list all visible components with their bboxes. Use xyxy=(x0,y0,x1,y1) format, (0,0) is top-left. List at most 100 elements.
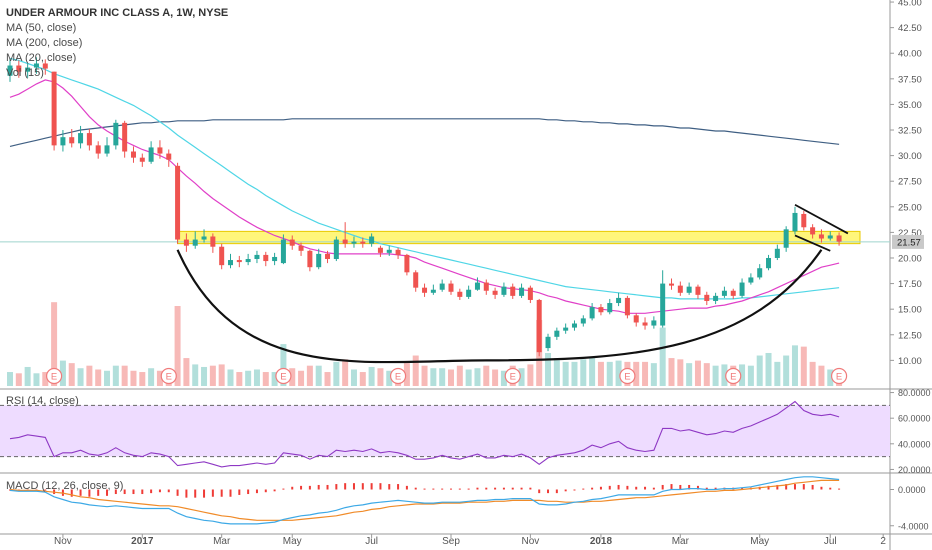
volume-bar xyxy=(245,370,252,386)
earnings-marker[interactable]: E xyxy=(389,367,407,385)
candle-body xyxy=(16,65,22,72)
earnings-marker[interactable]: E xyxy=(725,367,742,385)
candle xyxy=(7,58,13,82)
candle-body xyxy=(607,303,613,313)
volume-bar xyxy=(633,361,640,386)
candle-body xyxy=(342,239,348,244)
earnings-marker[interactable]: E xyxy=(160,367,177,385)
candle xyxy=(669,278,674,290)
macd-histogram-bar xyxy=(264,489,267,493)
volume-bar xyxy=(289,368,296,386)
volume-bar xyxy=(747,365,754,386)
legend-ma200[interactable]: MA (200, close) xyxy=(6,37,83,49)
earnings-circle xyxy=(504,367,521,385)
candle xyxy=(580,315,586,327)
volume-bar xyxy=(492,369,499,386)
candle xyxy=(836,232,842,246)
legend-ma50[interactable]: MA (50, close) xyxy=(6,22,77,34)
volume-bar xyxy=(42,372,49,386)
macd-histogram-bar xyxy=(441,488,444,490)
macd-histogram-bar xyxy=(555,489,558,494)
candle xyxy=(236,255,242,268)
candle xyxy=(766,254,772,271)
macd-histogram-bar xyxy=(238,489,241,495)
volume-bar xyxy=(342,359,349,386)
candle xyxy=(307,249,313,272)
candle xyxy=(69,128,75,148)
candle-body xyxy=(571,323,577,328)
volume-bar xyxy=(580,359,587,386)
legend-ma20[interactable]: MA (20, close) xyxy=(6,52,77,64)
macd-tick-label: 0.0000 xyxy=(898,485,926,495)
legend-volume[interactable]: Vol (15) xyxy=(6,67,44,79)
candle-body xyxy=(219,246,225,266)
candle-body xyxy=(254,254,260,260)
earnings-circle xyxy=(275,367,292,385)
candle-body xyxy=(183,239,189,246)
candle-body xyxy=(563,327,569,331)
candle xyxy=(175,162,181,244)
volume-bar xyxy=(236,372,243,386)
volume-bar xyxy=(68,363,75,386)
price-tick-label: 22.50 xyxy=(898,228,922,239)
candle xyxy=(86,128,92,151)
volume-bar xyxy=(403,363,410,386)
candle xyxy=(245,253,251,266)
volume-bar xyxy=(192,364,199,386)
macd-histogram-bar xyxy=(361,483,364,490)
earnings-marker[interactable]: E xyxy=(830,367,848,385)
price-tick-label: 27.50 xyxy=(898,177,922,188)
ma200-line xyxy=(9,118,840,147)
candle-body xyxy=(272,256,278,262)
candle-body xyxy=(457,291,463,297)
macd-histogram-bar xyxy=(414,487,417,490)
volume-bar xyxy=(33,373,40,386)
candle xyxy=(201,229,207,243)
price-tick-label: 10.00 xyxy=(898,356,922,367)
volume-bar xyxy=(24,366,31,386)
rsi-pane-label[interactable]: RSI (14, close) xyxy=(6,395,79,407)
candle-body xyxy=(325,253,331,260)
volume-bar xyxy=(545,352,552,386)
macd-histogram-bar xyxy=(211,489,214,497)
candle-body xyxy=(686,286,692,293)
earnings-circle xyxy=(830,367,848,385)
candle-body xyxy=(157,147,163,154)
candle xyxy=(448,280,454,295)
volume-bar xyxy=(183,358,190,386)
macd-histogram-bar xyxy=(635,486,638,490)
candle xyxy=(519,283,525,298)
candle xyxy=(527,285,533,304)
macd-histogram-bar xyxy=(661,484,664,490)
macd-pane-label[interactable]: MACD (12, 26, close, 9) xyxy=(6,480,124,492)
candle xyxy=(757,264,763,280)
earnings-marker[interactable]: E xyxy=(275,367,292,385)
macd-histogram-bar xyxy=(644,486,647,490)
candle xyxy=(651,316,657,329)
candle-body xyxy=(633,315,639,323)
candle xyxy=(42,59,48,75)
earnings-marker[interactable]: E xyxy=(619,367,636,385)
volume-bar xyxy=(597,361,604,386)
earnings-marker[interactable]: E xyxy=(504,367,521,385)
candle xyxy=(721,286,727,298)
earnings-marker[interactable]: E xyxy=(45,367,63,385)
candle xyxy=(457,288,463,300)
candle-body xyxy=(42,63,48,69)
macd-histogram-bar xyxy=(564,489,567,492)
candle-body xyxy=(739,282,745,296)
macd-histogram-bar xyxy=(714,487,717,490)
candle xyxy=(280,234,286,265)
volume-bar xyxy=(377,368,384,386)
candle xyxy=(104,137,110,157)
candle-body xyxy=(175,165,181,240)
candle-body xyxy=(766,257,772,269)
candle-body xyxy=(439,283,445,290)
candle xyxy=(554,327,560,340)
volume-bar xyxy=(15,373,22,386)
macd-histogram-bar xyxy=(132,489,135,495)
candle xyxy=(783,226,789,252)
candle xyxy=(660,270,666,328)
flag-lower-line xyxy=(794,234,831,252)
